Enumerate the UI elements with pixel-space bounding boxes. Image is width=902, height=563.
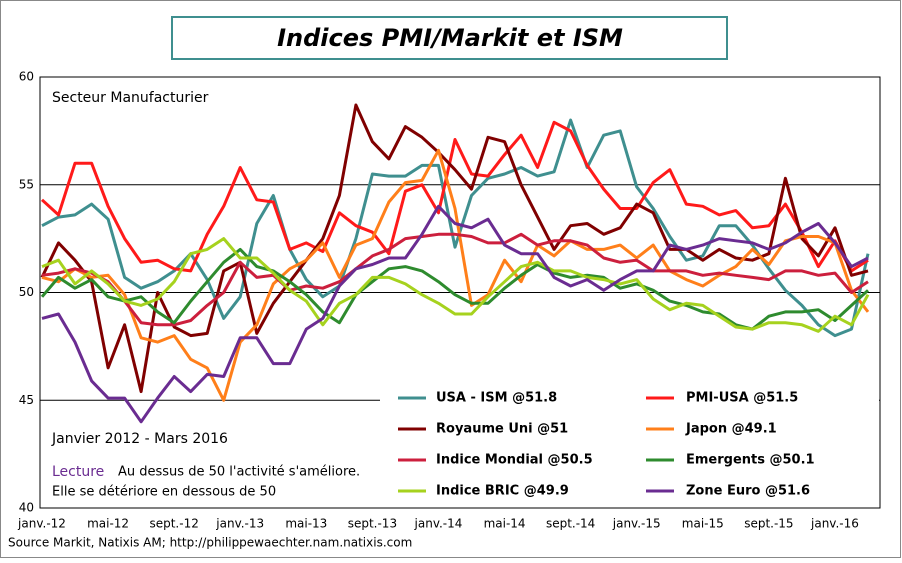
y-tick-label: 50: [19, 285, 34, 299]
legend-label: USA - ISM @51.8: [436, 391, 557, 406]
legend-label: PMI-USA @51.5: [686, 391, 798, 406]
legend-label: Royaume Uni @51: [436, 422, 568, 437]
x-tick-label: janv.-14: [414, 517, 463, 531]
x-tick-label: sept.-14: [546, 517, 595, 531]
series-line: [41, 237, 870, 333]
subtitle: Secteur Manufacturier: [52, 90, 209, 106]
series-line: [41, 118, 870, 338]
legend-label: Indice BRIC @49.9: [436, 484, 569, 499]
plot-frame: [39, 76, 881, 509]
x-tick-label: janv.-15: [612, 517, 661, 531]
x-tick-label: janv.-16: [810, 517, 859, 531]
series-line: [41, 204, 869, 424]
x-tick-label: sept.-13: [348, 517, 397, 531]
x-tick-label: sept.-12: [149, 517, 198, 531]
x-tick-label: mai-13: [285, 517, 327, 531]
x-tick-label: mai-14: [484, 517, 526, 531]
legend-label: Japon @49.1: [685, 422, 777, 437]
series-line: [41, 148, 870, 402]
x-tick-label: janv.-13: [215, 517, 264, 531]
series-line: [40, 103, 869, 394]
y-tick-label: 55: [19, 177, 34, 191]
legend-label: Zone Euro @51.6: [686, 484, 810, 499]
period-label: Janvier 2012 - Mars 2016: [51, 431, 228, 447]
legend-label: Indice Mondial @50.5: [436, 453, 593, 468]
legend-box: [380, 380, 879, 507]
y-tick-label: 40: [19, 501, 34, 515]
source: Source Markit, Natixis AM; http://philip…: [8, 536, 412, 550]
annotation-line: Elle se détériore en dessous de 50: [52, 485, 276, 500]
x-tick-label: mai-12: [87, 517, 129, 531]
x-tick-label: sept.-15: [744, 517, 793, 531]
x-tick-label: mai-15: [682, 517, 724, 531]
x-tick-label: janv.-12: [17, 517, 66, 531]
annotation-label: Lecture: [52, 464, 104, 480]
chart-title: Indices PMI/Markit et ISM: [277, 24, 623, 52]
plot: 40 45 50 55 60 janv.-12 mai-12 sept.-12 janv.-13…: [17, 70, 880, 531]
y-tick-label: 60: [19, 70, 34, 84]
series-line: [41, 232, 869, 327]
title-box: [171, 16, 728, 60]
legend-label: Emergents @50.1: [686, 453, 815, 468]
series-line: [40, 247, 870, 331]
y-tick-label: 45: [19, 393, 34, 407]
annotation-line: Au dessus de 50 l'activité s'améliore.: [118, 465, 360, 480]
